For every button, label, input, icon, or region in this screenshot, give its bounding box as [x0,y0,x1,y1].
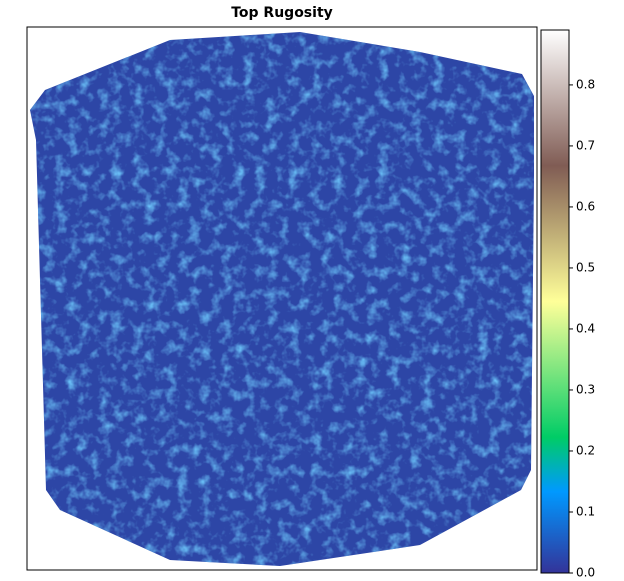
colorbar-tick-label: 0.2 [576,443,595,457]
heatmap-image [30,32,534,566]
colorbar: 0.0 0.1 0.2 0.3 0.4 0.5 0.6 0.7 0.8 [540,29,595,580]
colorbar-tick-label: 0.7 [576,138,595,152]
colorbar-tick-label: 0.4 [576,321,595,335]
chart-title: Top Rugosity [231,5,333,21]
colorbar-tick-label: 0.6 [576,199,595,213]
colorbar-tick-label: 0.8 [576,77,595,91]
colorbar-tick-label: 0.3 [576,382,595,396]
heatmap-texture [30,32,534,566]
colorbar-tick-label: 0.5 [576,260,595,274]
colorbar-tick-label: 0.0 [576,566,595,580]
colorbar-tick-label: 0.1 [576,504,595,518]
colorbar-gradient [540,29,570,574]
